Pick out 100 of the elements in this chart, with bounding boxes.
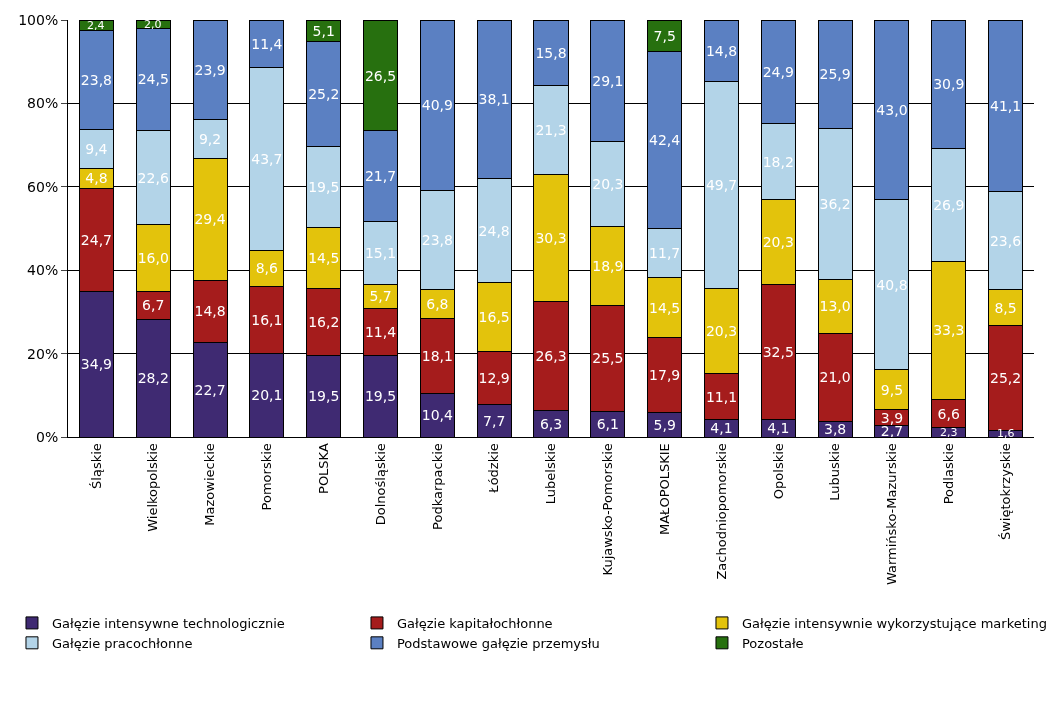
legend-label: Gałęzie intensywne technologicznie: [51, 615, 285, 631]
data-label: 22,6: [137, 169, 169, 186]
data-label: 23,6: [989, 232, 1022, 249]
data-label: 2,4: [87, 19, 105, 32]
data-label: 10,4: [421, 407, 453, 424]
data-label: 20,1: [251, 387, 283, 404]
data-label: 14,5: [649, 299, 681, 316]
data-label: 16,0: [137, 250, 169, 267]
y-tick-label: 80%: [27, 95, 59, 112]
x-tick-label: Łódzkie: [486, 443, 502, 494]
data-label: 8,5: [994, 299, 1017, 316]
data-label: 41,1: [990, 97, 1022, 114]
data-label: 9,5: [880, 381, 904, 398]
data-label: 6,8: [426, 295, 449, 312]
data-label: 9,2: [198, 130, 222, 147]
data-label: 17,9: [649, 367, 681, 384]
data-label: 23,8: [421, 232, 453, 249]
data-label: 19,5: [308, 179, 340, 196]
data-label: 25,2: [990, 369, 1022, 386]
data-label: 1,6: [997, 427, 1015, 440]
data-label: 15,8: [535, 44, 567, 61]
data-label: 11,4: [364, 323, 397, 340]
data-label: 24,8: [478, 222, 510, 239]
data-label: 33,3: [933, 322, 965, 339]
x-tick-label: Zachodniopomorskie: [713, 443, 729, 580]
x-tick-label: Mazowieckie: [202, 443, 218, 526]
data-label: 18,9: [592, 257, 624, 274]
data-label: 8,6: [255, 260, 279, 277]
x-tick-label: Kujawsko-Pomorskie: [600, 443, 616, 576]
data-label: 15,1: [364, 244, 397, 261]
data-label: 28,2: [137, 370, 169, 387]
legend-label: Gałęzie intensywnie wykorzystujące marketing: [741, 615, 1047, 631]
data-label: 5,1: [312, 22, 335, 39]
y-tick-label: 0%: [35, 428, 59, 445]
data-label: 6,7: [142, 297, 165, 314]
data-label: 25,5: [592, 350, 624, 367]
data-label: 42,4: [649, 132, 681, 149]
x-tick-label: MAŁOPOLSKIE: [656, 443, 672, 535]
data-label: 36,2: [819, 195, 851, 212]
data-label: 20,3: [592, 176, 624, 193]
data-label: 18,1: [421, 347, 453, 364]
x-tick-label: Śląskie: [88, 443, 104, 489]
data-label: 21,0: [819, 369, 851, 386]
x-tick-label: Pomorskie: [259, 443, 275, 511]
data-label: 13,0: [819, 298, 851, 315]
data-label: 16,2: [308, 313, 340, 330]
data-label: 11,1: [705, 388, 738, 405]
x-tick-label: Lubuskie: [827, 443, 843, 501]
data-label: 22,7: [194, 381, 226, 398]
data-label: 18,2: [762, 153, 794, 170]
legend-label: Pozostałe: [741, 635, 804, 651]
data-label: 23,9: [194, 61, 226, 78]
y-tick-label: 40%: [27, 262, 59, 279]
data-label: 6,6: [937, 405, 960, 422]
data-label: 20,3: [705, 323, 738, 340]
data-label: 29,1: [592, 73, 624, 90]
data-label: 4,1: [767, 420, 790, 437]
data-label: 19,5: [308, 388, 340, 405]
y-tick-label: 60%: [27, 178, 59, 195]
data-label: 6,1: [596, 416, 619, 433]
data-label: 30,9: [933, 76, 965, 93]
data-label: 24,5: [137, 71, 169, 88]
x-tick-label: Świętokrzyskie: [997, 443, 1013, 541]
data-label: 3,8: [823, 421, 847, 438]
data-label: 25,9: [819, 66, 851, 83]
data-label: 34,9: [80, 356, 112, 373]
data-label: 7,5: [653, 28, 676, 45]
data-label: 30,3: [535, 229, 567, 246]
x-tick-label: Podkarpackie: [429, 443, 445, 530]
data-label: 2,7: [880, 423, 904, 440]
y-tick-label: 100%: [18, 11, 59, 28]
x-tick-label: Dolnośląskie: [372, 443, 388, 526]
data-label: 4,1: [710, 420, 733, 437]
data-label: 2,3: [940, 426, 958, 439]
data-label: 32,5: [762, 344, 794, 361]
x-tick-label: Lubelskie: [543, 443, 559, 505]
data-label: 43,0: [876, 102, 908, 119]
data-label: 26,5: [364, 67, 397, 84]
x-tick-label: Warmińsko-Mazurskie: [884, 443, 900, 586]
y-tick-label: 20%: [27, 345, 59, 362]
data-label: 26,9: [933, 196, 965, 213]
x-tick-label: Wielkopolskie: [145, 443, 161, 532]
x-tick-label: Podlaskie: [940, 443, 956, 505]
data-label: 24,7: [80, 231, 112, 248]
data-label: 26,3: [535, 347, 567, 364]
data-label: 2,0: [144, 18, 162, 31]
data-label: 16,5: [478, 308, 510, 325]
data-label: 21,7: [364, 168, 397, 185]
legend-label: Gałęzie pracochłonne: [51, 635, 193, 651]
data-label: 16,1: [251, 311, 283, 328]
data-label: 21,3: [535, 122, 567, 139]
data-label: 11,4: [251, 36, 283, 53]
data-label: 43,7: [251, 151, 283, 168]
data-label: 4,8: [85, 170, 108, 187]
data-label: 19,5: [364, 388, 397, 405]
data-label: 24,9: [762, 63, 794, 80]
data-label: 25,2: [308, 85, 340, 102]
data-label: 7,7: [483, 412, 506, 429]
data-label: 11,7: [649, 244, 681, 261]
data-label: 38,1: [478, 91, 510, 108]
